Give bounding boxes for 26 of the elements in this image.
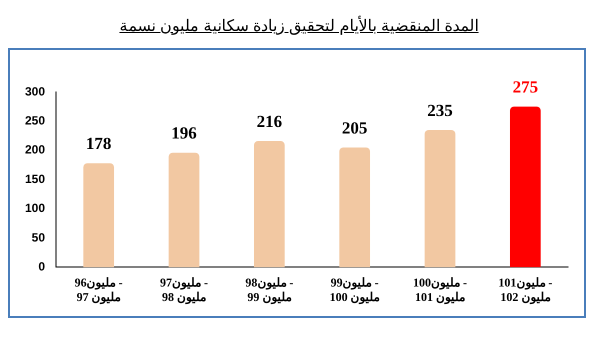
x-tick-label: 99مليون - 100 مليون bbox=[330, 275, 380, 305]
y-tick-label: 150 bbox=[24, 172, 46, 186]
bar bbox=[168, 152, 200, 268]
bar bbox=[254, 141, 285, 268]
data-label: 196 bbox=[171, 124, 197, 143]
bar bbox=[339, 147, 370, 268]
y-tick-label: 250 bbox=[24, 114, 46, 128]
x-tick-label: 96مليون - 97 مليون bbox=[74, 275, 123, 305]
y-tick-label: 200 bbox=[24, 142, 46, 157]
x-tick-label: 98مليون - 99 مليون bbox=[245, 275, 294, 305]
bar bbox=[510, 106, 541, 268]
y-tick-label: 0 bbox=[38, 260, 46, 274]
x-tick-label: 97مليون - 98 مليون bbox=[160, 275, 208, 305]
data-label: 178 bbox=[86, 134, 112, 154]
y-tick-label: 50 bbox=[32, 230, 46, 244]
bar bbox=[83, 163, 114, 268]
data-label: 216 bbox=[256, 112, 282, 131]
data-label: 205 bbox=[342, 118, 368, 138]
data-label: 235 bbox=[427, 100, 453, 120]
y-tick-label: 100 bbox=[24, 201, 46, 216]
bar bbox=[424, 130, 456, 268]
chart-title: المدة المنقضية بالأيام لتحقيق زيادة سكانية مليون نسمة bbox=[118, 16, 480, 36]
x-tick-label: 100مليون - 101 مليون bbox=[413, 275, 468, 305]
x-tick-label: 101مليون - 102 مليون bbox=[498, 275, 552, 305]
data-label: 275 bbox=[512, 77, 538, 96]
y-tick-label: 300 bbox=[24, 84, 46, 98]
